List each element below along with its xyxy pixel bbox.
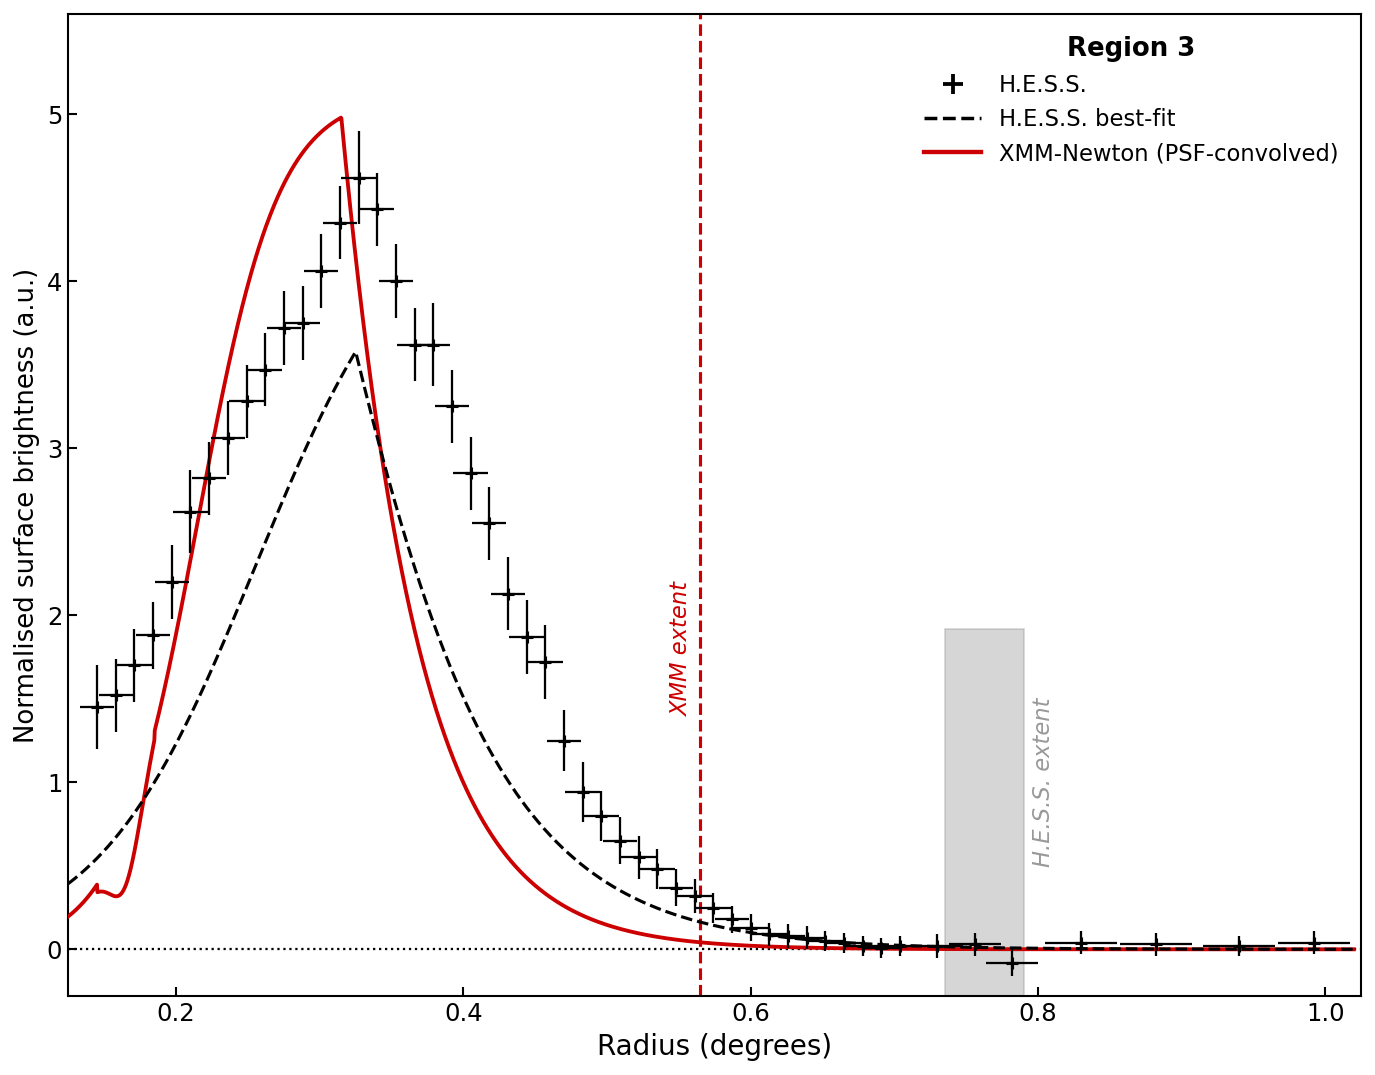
H.E.S.S. best-fit	[201, 670, 217, 683]
Bar	[945, 629, 1023, 997]
Legend: H.E.S.S., H.E.S.S. best-fit, XMM-Newton (PSF-convolved): H.E.S.S., H.E.S.S. best-fit, XMM-Newton …	[913, 25, 1350, 176]
Text: XMM extent: XMM extent	[670, 582, 693, 716]
Y-axis label: Normalised surface brightness (a.u.): Normalised surface brightness (a.u.)	[14, 268, 40, 743]
H.E.S.S. best-fit	[549, 836, 565, 849]
XMM-Newton (PSF-convolved)	[1346, 943, 1363, 956]
Line: H.E.S.S. best-fit: H.E.S.S. best-fit	[62, 352, 1354, 949]
Line: XMM-Newton (PSF-convolved): XMM-Newton (PSF-convolved)	[62, 117, 1354, 949]
H.E.S.S. best-fit	[54, 883, 70, 895]
H.E.S.S. best-fit	[1346, 943, 1363, 956]
H.E.S.S. best-fit	[1181, 943, 1198, 956]
XMM-Newton (PSF-convolved)	[605, 920, 622, 933]
H.E.S.S. best-fit	[278, 488, 294, 501]
XMM-Newton (PSF-convolved)	[54, 915, 70, 928]
XMM-Newton (PSF-convolved)	[278, 174, 294, 187]
XMM-Newton (PSF-convolved)	[201, 457, 217, 470]
Text: H.E.S.S. extent: H.E.S.S. extent	[1033, 698, 1055, 868]
XMM-Newton (PSF-convolved)	[1181, 943, 1198, 956]
H.E.S.S. best-fit	[1320, 943, 1336, 956]
XMM-Newton (PSF-convolved)	[1320, 943, 1336, 956]
XMM-Newton (PSF-convolved)	[549, 895, 565, 908]
H.E.S.S. best-fit	[348, 345, 364, 358]
X-axis label: Radius (degrees): Radius (degrees)	[597, 1033, 832, 1061]
XMM-Newton (PSF-convolved)	[333, 111, 349, 124]
H.E.S.S. best-fit	[605, 880, 622, 893]
